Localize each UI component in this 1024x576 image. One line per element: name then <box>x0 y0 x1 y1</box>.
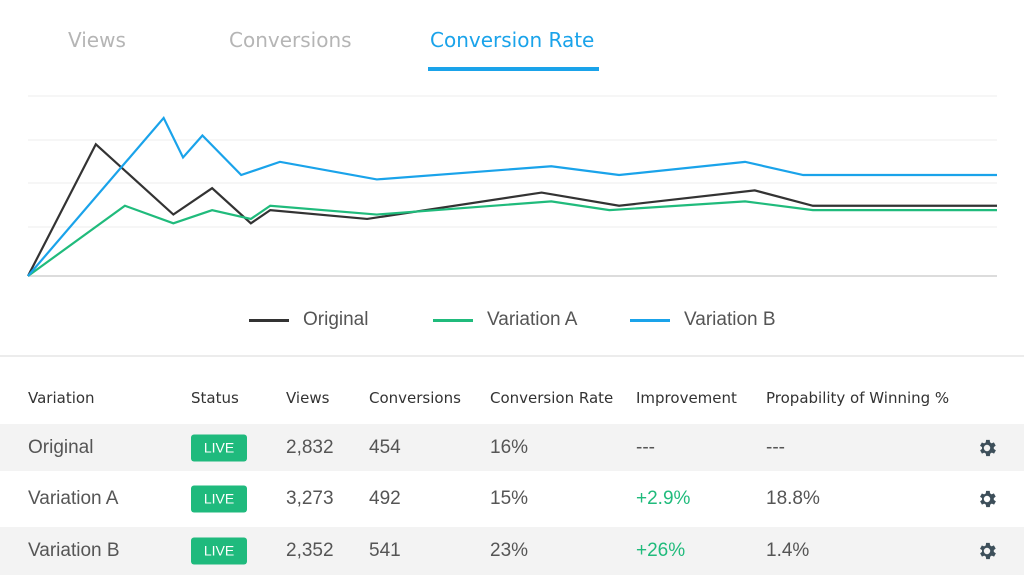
legend-swatch <box>433 318 473 322</box>
cell-probability: 1.4% <box>766 540 810 561</box>
column-header-conversion-rate: Conversion Rate <box>490 389 614 407</box>
cell-views: 2,352 <box>286 540 334 561</box>
column-header-variation: Variation <box>28 389 95 407</box>
status-badge: LIVE <box>191 434 247 461</box>
cell-improvement: --- <box>636 436 655 458</box>
legend-swatch <box>249 318 289 322</box>
cell-probability: --- <box>766 436 785 458</box>
cell-improvement: +2.9% <box>636 488 691 509</box>
legend-label: Variation A <box>487 309 578 330</box>
legend-label: Variation B <box>684 309 776 330</box>
cell-conversions: 454 <box>369 436 401 458</box>
cell-conversions: 492 <box>369 488 401 509</box>
legend-label: Original <box>303 309 369 330</box>
cell-probability: 18.8% <box>766 488 820 509</box>
tab-views[interactable]: Views <box>68 28 126 52</box>
tab-conversion-rate[interactable]: Conversion Rate <box>430 28 595 52</box>
cell-conversion-rate: 15% <box>490 488 529 509</box>
conversion-rate-chart <box>27 95 997 277</box>
column-header-probability: Propability of Winning % <box>766 389 950 407</box>
table-row: Original 2,832 454 16% --- --- LIVE <box>0 424 1024 471</box>
cell-variation: Variation A <box>28 488 119 509</box>
column-header-conversions: Conversions <box>369 389 461 407</box>
legend-item-original: Original <box>249 308 368 332</box>
cell-variation: Variation B <box>28 540 120 561</box>
cell-improvement: +26% <box>636 540 686 561</box>
series-line-variation-a <box>27 200 997 277</box>
column-header-status: Status <box>191 389 239 407</box>
legend-swatch <box>630 318 670 322</box>
gear-icon[interactable] <box>976 437 998 459</box>
cell-views: 2,832 <box>286 436 334 458</box>
gear-icon[interactable] <box>976 488 998 510</box>
cell-variation: Original <box>28 436 94 458</box>
tab-conversions[interactable]: Conversions <box>229 28 352 52</box>
legend-item-variation-a: Variation A <box>433 308 577 332</box>
table-row: Variation B 2,352 541 23% +26% 1.4% LIVE <box>0 527 1024 575</box>
cell-views: 3,273 <box>286 488 334 509</box>
divider <box>0 355 1024 357</box>
table-row: Variation A 3,273 492 15% +2.9% 18.8% LIVE <box>0 474 1024 524</box>
cell-conversion-rate: 16% <box>490 436 529 458</box>
active-tab-indicator <box>428 67 599 71</box>
cell-conversions: 541 <box>369 540 401 561</box>
legend-item-variation-b: Variation B <box>630 308 776 332</box>
series-line-original <box>27 142 997 277</box>
column-header-improvement: Improvement <box>636 389 737 407</box>
column-header-views: Views <box>286 389 330 407</box>
status-badge: LIVE <box>191 537 247 565</box>
status-badge: LIVE <box>191 485 247 513</box>
gear-icon[interactable] <box>976 540 998 562</box>
cell-conversion-rate: 23% <box>490 540 529 561</box>
series-line-variation-b <box>27 115 997 277</box>
